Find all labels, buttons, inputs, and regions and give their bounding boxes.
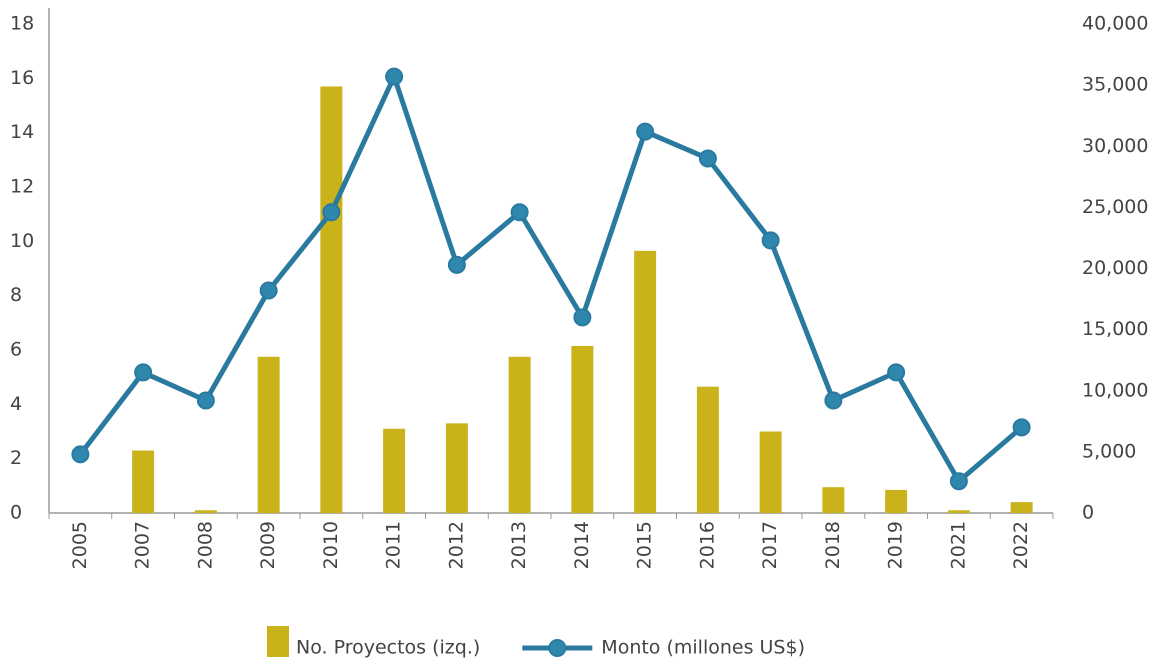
x-tick-label: 2017 — [759, 521, 781, 569]
x-tick-label: 2015 — [634, 521, 656, 569]
line-marker — [134, 363, 153, 382]
bar — [947, 510, 970, 513]
line-marker — [949, 472, 968, 491]
line-marker — [573, 308, 592, 327]
bar — [634, 250, 657, 513]
x-tick-label: 2008 — [194, 521, 216, 569]
line-marker — [196, 391, 215, 410]
bar — [383, 428, 406, 513]
x-tick-label: 2016 — [696, 521, 718, 569]
line-marker — [1012, 418, 1031, 437]
line-marker — [636, 122, 655, 141]
line-marker — [322, 203, 341, 222]
bar — [759, 431, 782, 513]
line-marker — [385, 67, 404, 86]
y-tick-label: 14 — [10, 121, 34, 143]
line — [78, 74, 1024, 484]
legend-label: Monto (millones US$) — [601, 637, 805, 659]
x-tick-label: 2022 — [1010, 521, 1032, 569]
line-marker — [698, 149, 717, 168]
line-marker — [510, 203, 529, 222]
x-tick-label: 2013 — [508, 521, 530, 569]
bar — [132, 450, 155, 513]
line-marker — [761, 231, 780, 250]
legend-marker — [548, 639, 567, 657]
y2-tick-label: 10,000 — [1082, 379, 1148, 401]
x-tick-label: 2018 — [822, 521, 844, 569]
bar — [445, 423, 468, 513]
bar — [822, 487, 845, 513]
y2-tick-label: 5,000 — [1082, 440, 1136, 462]
y-tick-label: 0 — [10, 502, 22, 524]
bar — [885, 489, 908, 513]
x-tick-label: 2010 — [320, 521, 342, 569]
y-tick-label: 8 — [10, 284, 22, 306]
y-tick-label: 12 — [10, 176, 34, 198]
y-tick-label: 10 — [10, 230, 34, 252]
legend-label: No. Proyectos (izq.) — [296, 637, 480, 659]
line-marker — [259, 281, 278, 300]
x-tick-label: 2019 — [885, 521, 907, 569]
x-tick-label: 2014 — [571, 521, 593, 569]
y-tick-label: 6 — [10, 339, 22, 361]
bar — [571, 345, 594, 513]
y-tick-label: 4 — [10, 393, 22, 415]
bar — [194, 510, 217, 513]
line-marker — [447, 255, 466, 274]
x-tick-label: 2007 — [132, 521, 154, 569]
y2-tick-label: 15,000 — [1082, 318, 1148, 340]
bar — [508, 356, 531, 513]
bar — [1010, 502, 1033, 513]
bar — [696, 386, 719, 513]
x-tick-label: 2011 — [383, 521, 405, 569]
y2-tick-label: 20,000 — [1082, 257, 1148, 279]
y-tick-label: 18 — [10, 13, 34, 35]
bar — [320, 86, 343, 513]
y2-tick-label: 0 — [1082, 502, 1094, 524]
x-tick-label: 2005 — [69, 521, 91, 569]
line-marker — [887, 363, 906, 382]
x-tick-label: 2012 — [445, 521, 467, 569]
line-marker — [71, 445, 90, 464]
x-tick-label: 2021 — [947, 521, 969, 569]
y2-tick-label: 30,000 — [1082, 135, 1148, 157]
legend-swatch — [267, 626, 289, 657]
y-tick-label: 16 — [10, 67, 34, 89]
y2-tick-label: 25,000 — [1082, 196, 1148, 218]
y2-tick-label: 40,000 — [1082, 13, 1148, 35]
line-marker — [824, 391, 843, 410]
bar — [257, 356, 280, 513]
x-tick-label: 2009 — [257, 521, 279, 569]
y-tick-label: 2 — [10, 447, 22, 469]
y2-tick-label: 35,000 — [1082, 74, 1148, 96]
